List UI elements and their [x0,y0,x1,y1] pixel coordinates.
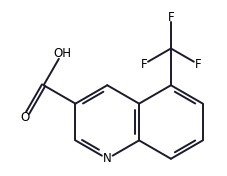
Text: F: F [140,58,147,71]
Text: F: F [167,11,173,24]
Text: OH: OH [53,47,71,60]
Text: F: F [194,58,200,71]
Text: N: N [102,152,111,165]
Text: O: O [20,111,30,124]
